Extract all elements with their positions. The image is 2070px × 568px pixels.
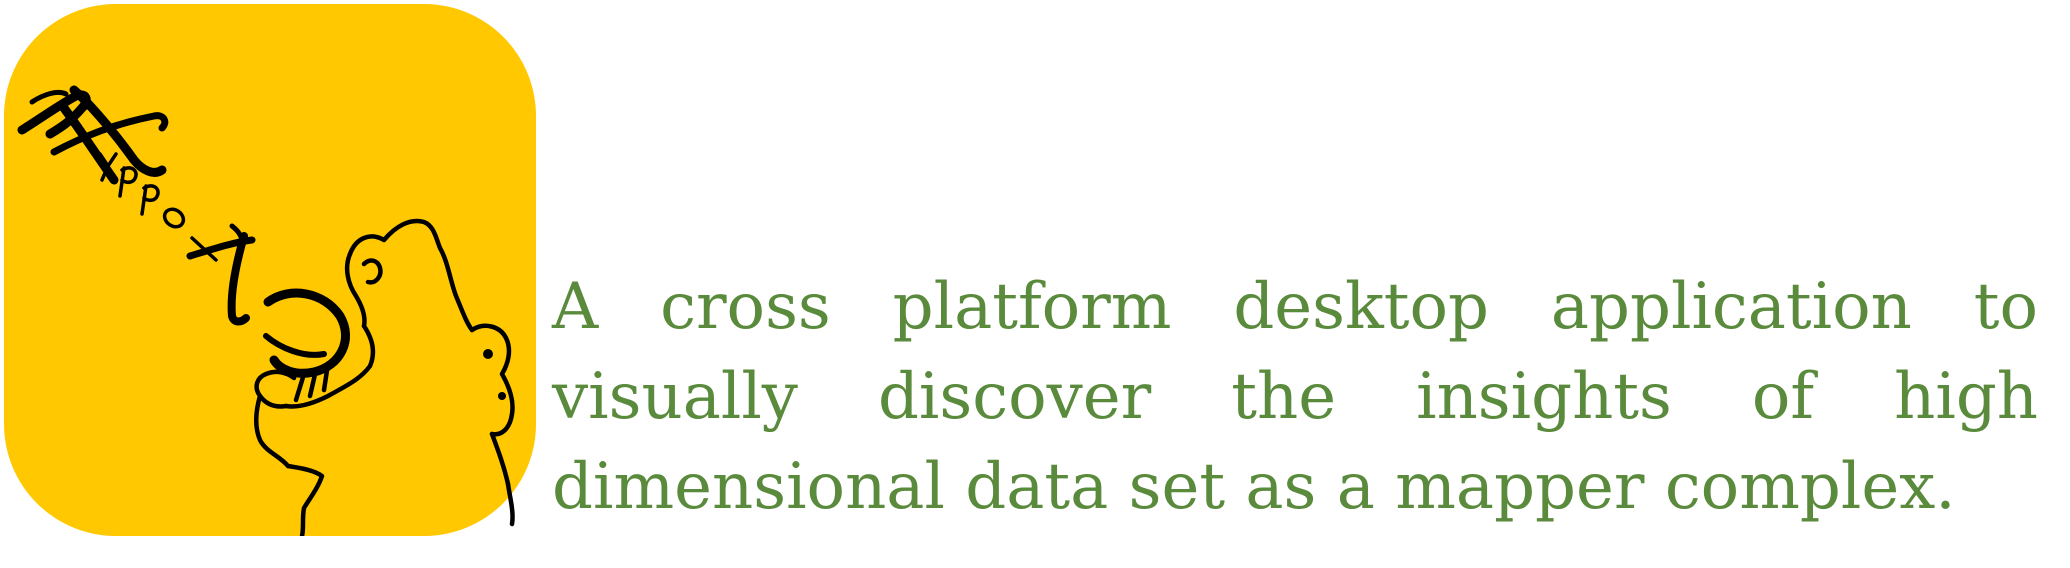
app-logo	[4, 4, 536, 536]
logo-background	[4, 4, 536, 536]
app-tagline: A cross platform desktop application to …	[552, 270, 2038, 524]
hippo-outline	[254, 218, 515, 536]
logo-wordmark-d	[263, 288, 350, 378]
logo-wordmark	[17, 85, 169, 185]
logo-wordmark-x	[186, 223, 256, 326]
hippo-logo-icon	[4, 4, 536, 536]
